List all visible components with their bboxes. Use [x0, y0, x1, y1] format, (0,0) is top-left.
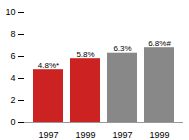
- svg-text:1999: 1999: [149, 130, 169, 140]
- svg-text:4: 4: [10, 73, 15, 83]
- svg-text:0: 0: [10, 117, 15, 127]
- svg-text:4.8%*: 4.8%*: [38, 61, 59, 70]
- svg-text:6: 6: [10, 51, 15, 61]
- svg-text:2: 2: [10, 95, 15, 105]
- svg-text:6.8%#: 6.8%#: [148, 39, 171, 48]
- svg-text:1997: 1997: [38, 130, 58, 140]
- svg-text:1999: 1999: [75, 130, 95, 140]
- svg-text:8: 8: [10, 29, 15, 39]
- svg-text:10: 10: [5, 7, 15, 17]
- svg-text:5.8%: 5.8%: [76, 50, 94, 59]
- svg-text:1997: 1997: [112, 130, 132, 140]
- svg-text:6.3%: 6.3%: [113, 44, 131, 53]
